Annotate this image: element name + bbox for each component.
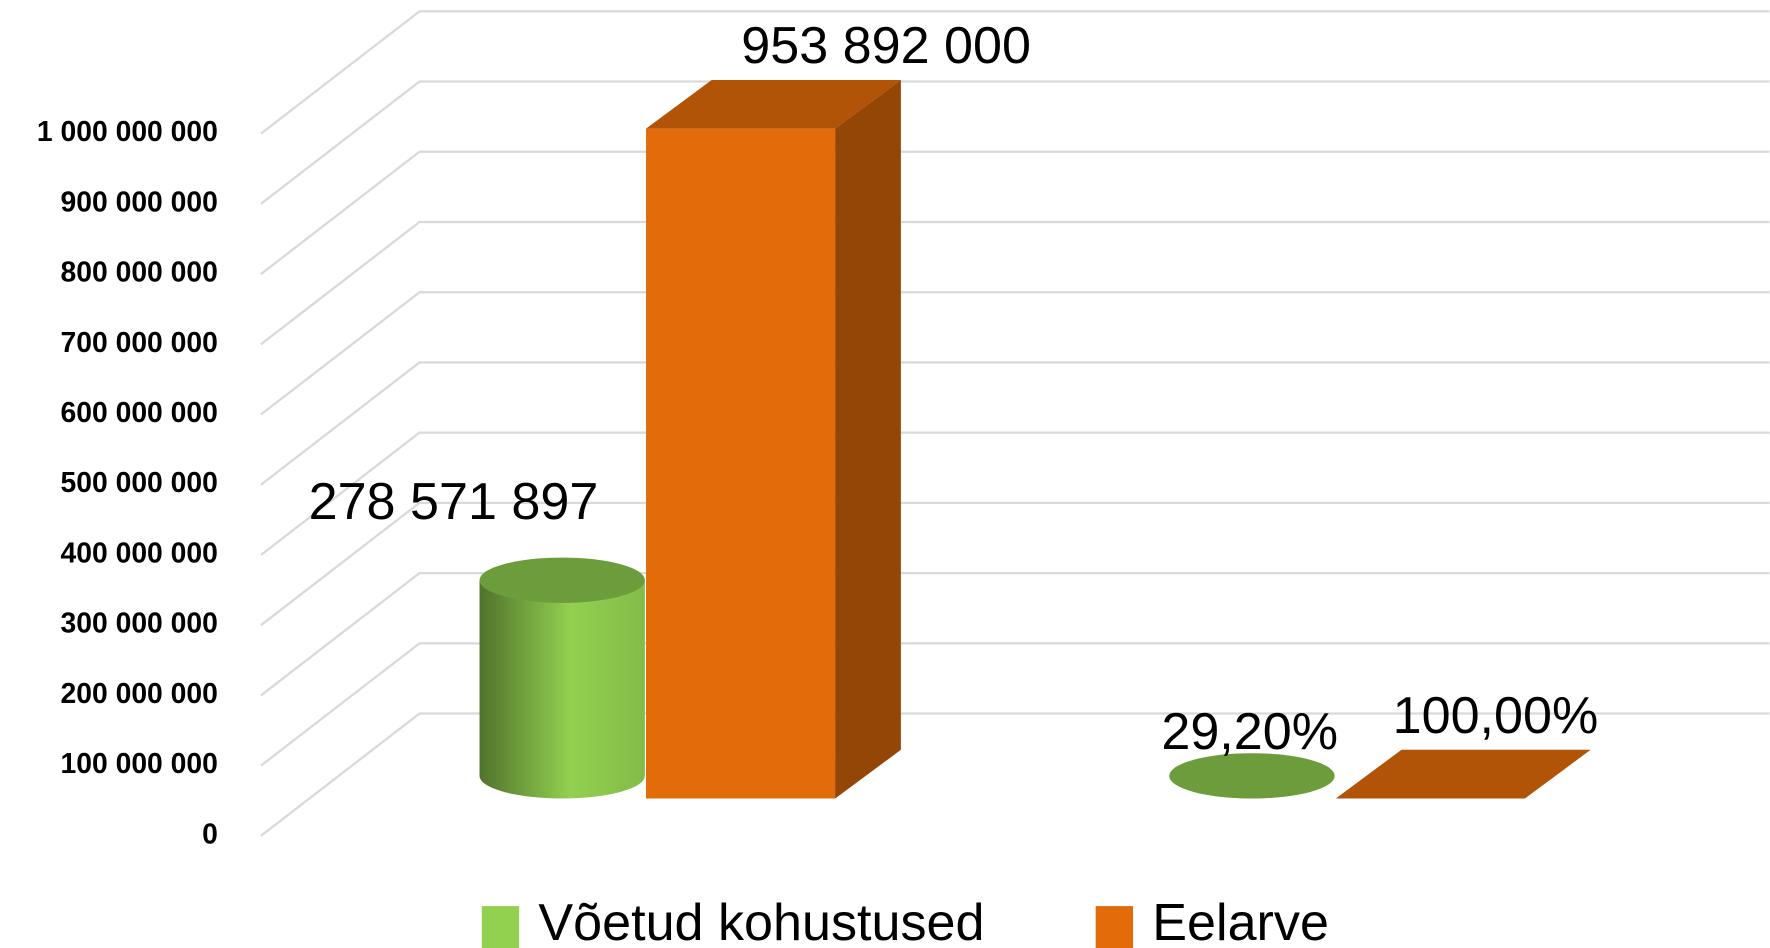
value-label: 29,20% — [1161, 703, 1338, 761]
grid-line — [260, 431, 1770, 556]
legend-label: Võetud kohustused — [538, 894, 984, 948]
box-top-shade — [1335, 749, 1591, 799]
cylinder-top-shade — [1169, 753, 1335, 799]
box-top-shade — [646, 79, 901, 129]
grid-line — [260, 642, 1770, 767]
box-top — [646, 79, 901, 129]
box-top — [1335, 749, 1591, 799]
grid-line — [260, 10, 1770, 135]
grid-line — [260, 712, 1770, 837]
legend-swatch — [481, 906, 520, 948]
legend-label: Eelarve — [1152, 894, 1329, 948]
grid-line — [260, 80, 1770, 205]
marks: 278 571 897 953 892 000 29,20% 100,00% — [309, 17, 1599, 799]
box-front — [646, 128, 836, 799]
y-tick-label: 1 000 000 000 — [37, 115, 218, 147]
y-tick-label: 0 — [202, 817, 218, 849]
y-tick-label: 600 000 000 — [61, 396, 218, 428]
grid-line — [260, 150, 1770, 275]
cylinder-top — [479, 557, 645, 603]
y-tick-label: 500 000 000 — [61, 466, 218, 498]
legend: Võetud kohustused Eelarve — [481, 894, 1329, 948]
y-tick-label: 800 000 000 — [61, 256, 218, 288]
cylinder-shade — [479, 580, 645, 799]
y-tick-label: 100 000 000 — [61, 747, 218, 779]
grid: 0 100 000 000 200 000 000 300 000 000 400 00… — [37, 10, 1770, 849]
value-label: 953 892 000 — [741, 17, 1031, 75]
grid-line — [260, 571, 1770, 697]
cylinder — [479, 557, 645, 799]
value-label: 100,00% — [1393, 687, 1599, 745]
box — [646, 79, 901, 799]
value-label: 278 571 897 — [309, 473, 599, 531]
y-tick-label: 300 000 000 — [61, 607, 218, 639]
box-side-shade — [1524, 749, 1591, 799]
box-side — [1524, 749, 1591, 799]
y-tick-label: 200 000 000 — [61, 677, 218, 709]
grid-line — [260, 291, 1770, 416]
cylinder-top — [1169, 753, 1335, 799]
cylinder — [1169, 753, 1335, 799]
legend-swatch — [1095, 906, 1134, 948]
box — [1335, 749, 1591, 799]
box-side-shade — [835, 79, 901, 799]
grid-line — [260, 501, 1770, 627]
grid-line — [260, 361, 1770, 486]
y-tick-label: 900 000 000 — [61, 185, 218, 217]
cylinder-top-shade — [479, 557, 645, 603]
box-side — [835, 79, 901, 799]
y-tick-label: 400 000 000 — [61, 536, 218, 568]
grid-line — [260, 220, 1770, 346]
y-tick-label: 700 000 000 — [61, 326, 218, 358]
